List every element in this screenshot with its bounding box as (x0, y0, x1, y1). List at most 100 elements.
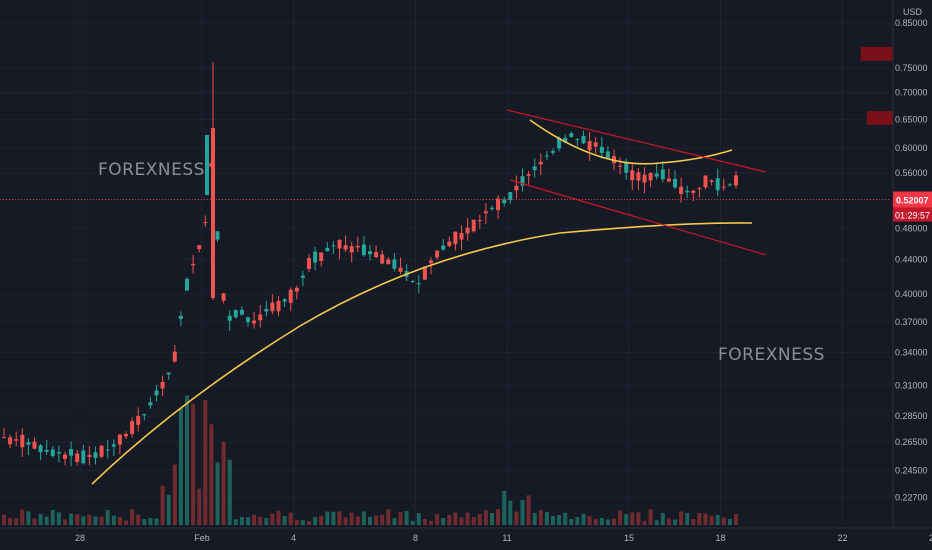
volume-bar (69, 513, 74, 525)
volume-bar (593, 519, 598, 525)
candle-body (337, 239, 342, 249)
volume-bar (349, 512, 354, 525)
volume-bar (636, 512, 641, 525)
candle-body (172, 351, 177, 362)
time-tick-label: 4 (291, 533, 296, 543)
volume-bar (392, 518, 397, 525)
volume-bar (709, 515, 714, 525)
candle-body (709, 180, 714, 182)
candle-body (538, 161, 543, 165)
volume-bar (227, 459, 232, 525)
time-tick-label: 22 (837, 533, 847, 543)
volume-bar (429, 520, 433, 525)
volume-bar (337, 511, 342, 525)
volume-bar (355, 516, 360, 525)
volume-bar (32, 518, 37, 525)
volume-bar (172, 464, 177, 525)
candle-body (697, 188, 702, 190)
candle-body (648, 172, 653, 181)
volume-bar (605, 519, 610, 525)
volume-bar (496, 509, 501, 525)
candle-body (63, 454, 67, 459)
volume-bar (422, 518, 427, 525)
volume-bar (197, 488, 202, 525)
candle-body (727, 184, 732, 186)
volume-bar (599, 518, 604, 525)
volume-bar (368, 516, 372, 525)
volume-bar (416, 513, 421, 525)
candle-body (368, 251, 372, 255)
volume-bar (490, 512, 494, 525)
volume-bar (544, 512, 549, 525)
candle-body (490, 207, 494, 210)
candle-body (148, 402, 153, 406)
candle-body (374, 252, 379, 258)
volume-bar (111, 515, 116, 525)
volume-bar (343, 517, 348, 525)
candle-body (685, 190, 690, 193)
countdown-value: 01:29:57 (895, 211, 930, 221)
candle-body (618, 165, 623, 167)
volume-bar (63, 519, 67, 525)
volume-bar (691, 519, 696, 525)
candle-body (349, 246, 354, 253)
volume-bar (374, 515, 379, 525)
candle-body (313, 251, 318, 263)
candle-body (14, 439, 19, 441)
candle-body (191, 263, 196, 266)
volume-bar (721, 517, 726, 525)
volume-bar (386, 509, 391, 525)
candle-body (605, 151, 610, 158)
volume-bar (697, 512, 702, 525)
candle-body (205, 135, 209, 195)
volume-bar (264, 517, 269, 525)
candle-body (276, 300, 281, 312)
candle-body (8, 437, 13, 445)
candle-body (587, 140, 592, 151)
candle-body (81, 450, 86, 464)
candle-body (32, 441, 37, 449)
volume-bar (404, 510, 409, 525)
candle-body (185, 278, 189, 291)
volume-bar (300, 520, 305, 525)
candle-body (563, 137, 568, 143)
volume-bar (14, 518, 19, 525)
candle-body (166, 372, 171, 375)
resistance-arc (529, 119, 733, 165)
volume-bar (666, 518, 671, 525)
volume-bar (75, 514, 80, 525)
volume-bar (715, 514, 720, 525)
volume-bar (246, 517, 250, 525)
volume-bar (215, 462, 220, 525)
candle-body (282, 299, 287, 302)
volume-bar (483, 510, 488, 525)
candle-body (477, 220, 482, 222)
volume-bar (99, 516, 104, 525)
volume-bar (307, 520, 311, 525)
countdown-tag (893, 207, 932, 222)
candle-body (642, 174, 647, 183)
volume-bar (233, 519, 238, 525)
candle-body (319, 252, 324, 262)
volume-bar (93, 516, 98, 525)
volume-bar (313, 517, 318, 525)
candle-body (361, 244, 366, 256)
price-tick-label: 0.75000 (895, 63, 928, 73)
candle-body (197, 245, 202, 250)
candle-body (246, 317, 250, 323)
candle-body (715, 178, 720, 191)
price-tick-label: 0.24500 (895, 465, 928, 475)
volume-bar (50, 509, 55, 525)
volume-bar (435, 514, 440, 525)
volume-bar (660, 513, 665, 525)
time-tick-label: 15 (624, 533, 634, 543)
candle-body (703, 175, 708, 188)
candle-body (288, 289, 293, 303)
candle-body (410, 280, 415, 282)
candle-body (233, 310, 238, 318)
candle-body (416, 283, 421, 285)
volume-bar (727, 518, 732, 525)
candle-body (544, 155, 549, 157)
candle-body (99, 445, 104, 457)
